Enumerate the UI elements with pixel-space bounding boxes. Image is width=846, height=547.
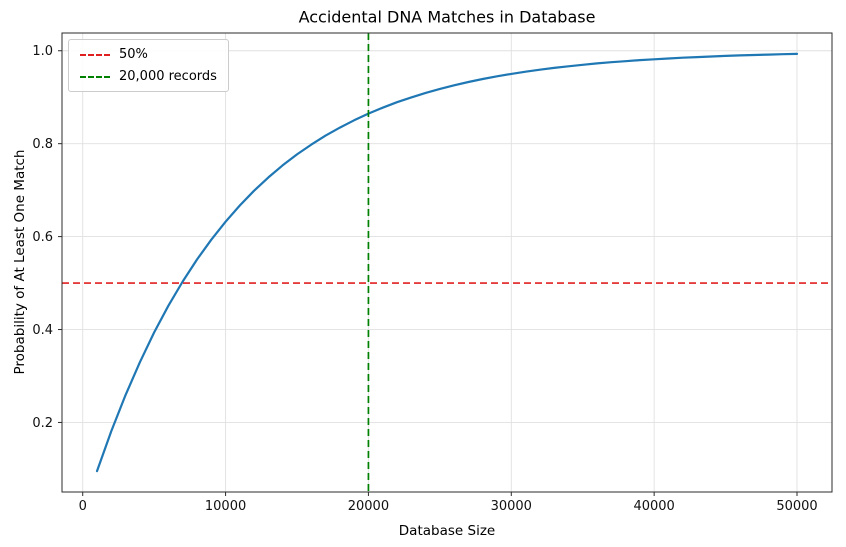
red-dashed-line-sample xyxy=(80,53,110,56)
x-tick-label: 40000 xyxy=(633,499,674,514)
legend: 50% 20,000 records xyxy=(68,39,229,92)
grid xyxy=(62,33,832,492)
legend-label: 50% xyxy=(119,47,148,62)
y-tick-label: 0.4 xyxy=(32,323,53,338)
chart-title: Accidental DNA Matches in Database xyxy=(298,7,596,27)
legend-item-50pct: 50% xyxy=(80,47,217,62)
y-tick-label: 0.8 xyxy=(32,137,53,152)
x-tick-label: 10000 xyxy=(205,499,246,514)
x-tick-label: 50000 xyxy=(776,499,817,514)
y-tick-label: 1.0 xyxy=(32,44,53,59)
green-dashed-line-sample xyxy=(80,75,110,78)
axis-tick-labels: 0 10000 20000 30000 40000 50000 0.2 0.4 0.6 0.8 1.… xyxy=(32,44,817,514)
legend-item-20000-records: 20,000 records xyxy=(80,69,217,84)
plot-spines xyxy=(61,32,833,493)
x-tick-label: 0 xyxy=(79,499,87,514)
x-tick-label: 20000 xyxy=(348,499,389,514)
legend-label: 20,000 records xyxy=(119,69,217,84)
axis-ticks xyxy=(58,50,798,496)
probability-curve xyxy=(95,52,799,473)
x-axis-label: Database Size xyxy=(398,523,496,539)
y-tick-label: 0.2 xyxy=(32,416,53,431)
y-tick-label: 0.6 xyxy=(32,230,53,245)
x-tick-label: 30000 xyxy=(491,499,532,514)
